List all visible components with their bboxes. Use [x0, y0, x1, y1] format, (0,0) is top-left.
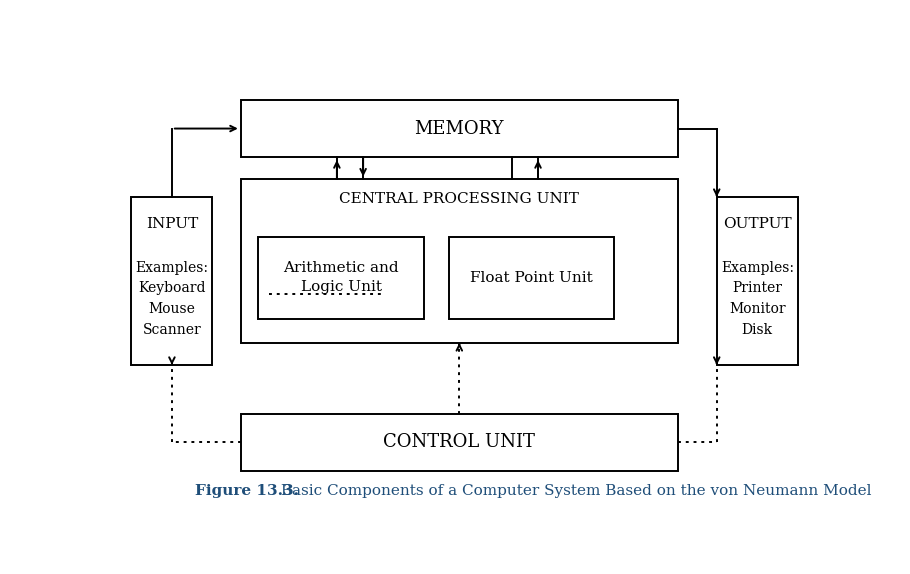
Text: CONTROL UNIT: CONTROL UNIT [383, 433, 535, 451]
Text: Examples:
Printer
Monitor
Disk: Examples: Printer Monitor Disk [721, 261, 794, 336]
FancyBboxPatch shape [717, 197, 798, 365]
Text: OUTPUT: OUTPUT [723, 216, 792, 231]
Text: Examples:
Keyboard
Mouse
Scanner: Examples: Keyboard Mouse Scanner [136, 261, 208, 336]
Text: MEMORY: MEMORY [415, 119, 504, 138]
FancyBboxPatch shape [240, 414, 678, 471]
FancyBboxPatch shape [258, 237, 424, 319]
Text: Arithmetic and
Logic Unit: Arithmetic and Logic Unit [283, 261, 399, 294]
Text: Float Point Unit: Float Point Unit [470, 271, 593, 285]
Text: Figure 13.3.: Figure 13.3. [196, 484, 299, 498]
FancyBboxPatch shape [240, 179, 678, 343]
Text: CENTRAL PROCESSING UNIT: CENTRAL PROCESSING UNIT [339, 192, 580, 206]
Text: Basic Components of a Computer System Based on the von Neumann Model: Basic Components of a Computer System Ba… [276, 484, 872, 498]
FancyBboxPatch shape [449, 237, 614, 319]
Text: INPUT: INPUT [146, 216, 198, 231]
FancyBboxPatch shape [131, 197, 213, 365]
FancyBboxPatch shape [240, 100, 678, 157]
